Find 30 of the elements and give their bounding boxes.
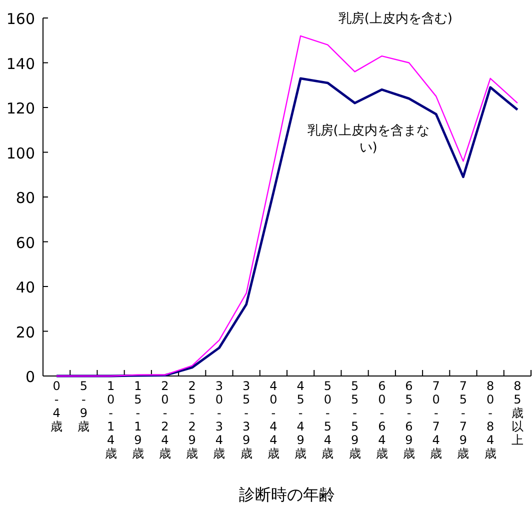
x-tick-label: 60-64歳	[376, 379, 388, 460]
y-tick-label: 140	[6, 54, 35, 73]
y-tick-label: 100	[6, 144, 35, 162]
x-tick-label: 65-69歳	[403, 379, 415, 460]
x-tick-label: 80-84歳	[484, 379, 496, 460]
x-axis-title: 診断時の年齢	[239, 485, 335, 504]
series-label: 乳房(上皮内を含まない)	[307, 122, 430, 156]
y-tick-label: 0	[25, 368, 35, 386]
x-tick-label: 85歳以上	[511, 379, 524, 447]
y-tick-label: 20	[16, 323, 35, 342]
y-tick-label: 60	[16, 234, 35, 252]
y-tick-label: 160	[6, 10, 35, 28]
y-tick-label: 120	[6, 100, 35, 118]
x-tick-label: 50-54歳	[322, 379, 334, 460]
x-tick-label: 15-19歳	[132, 379, 144, 460]
x-tick-label: 35-39歳	[240, 379, 252, 460]
x-tick-label: 10-14歳	[104, 379, 117, 460]
x-tick-label: 45-49歳	[294, 379, 307, 460]
x-tick-label: 55-59歳	[348, 379, 361, 460]
y-tick-label: 40	[16, 278, 35, 296]
x-tick-label: 40-44歳	[267, 379, 280, 460]
y-tick-label: 80	[16, 189, 35, 207]
x-tick-label: 25-29歳	[186, 379, 198, 460]
x-tick-label: 30-34歳	[213, 379, 226, 460]
x-tick-label: 5-9歳	[78, 379, 90, 434]
x-tick-label: 0-4歳	[50, 379, 63, 434]
x-tick-label: 75-79歳	[457, 379, 470, 460]
x-tick-label: 70-74歳	[430, 379, 442, 460]
x-tick-label: 20-24歳	[159, 379, 171, 460]
series-label: 乳房(上皮内を含む)	[338, 10, 453, 26]
